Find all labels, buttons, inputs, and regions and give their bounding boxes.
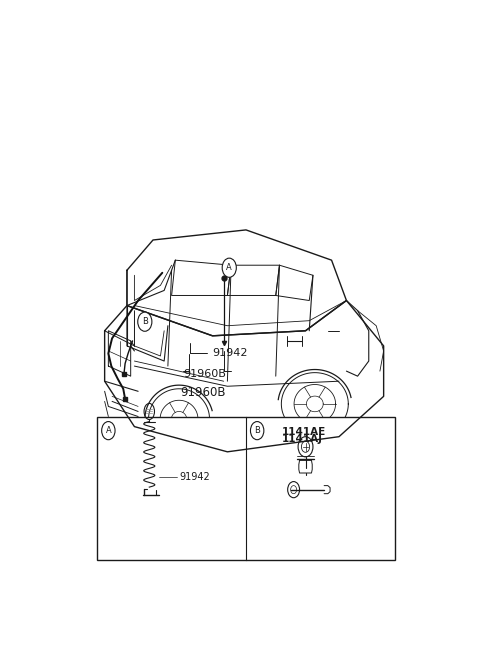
Text: 91942: 91942 — [213, 348, 248, 358]
Circle shape — [102, 422, 115, 440]
Text: 91960B: 91960B — [180, 386, 226, 400]
Circle shape — [251, 422, 264, 440]
Text: 91942: 91942 — [179, 472, 210, 482]
Circle shape — [138, 312, 152, 331]
Text: 91960B: 91960B — [183, 369, 226, 379]
Text: B: B — [254, 426, 260, 435]
Circle shape — [222, 258, 236, 277]
Text: A: A — [106, 426, 111, 435]
Text: 1141AE: 1141AE — [281, 426, 325, 437]
Text: 1141AJ: 1141AJ — [281, 434, 323, 444]
Bar — [97, 417, 395, 560]
Text: A: A — [227, 263, 232, 272]
Text: B: B — [142, 317, 148, 326]
